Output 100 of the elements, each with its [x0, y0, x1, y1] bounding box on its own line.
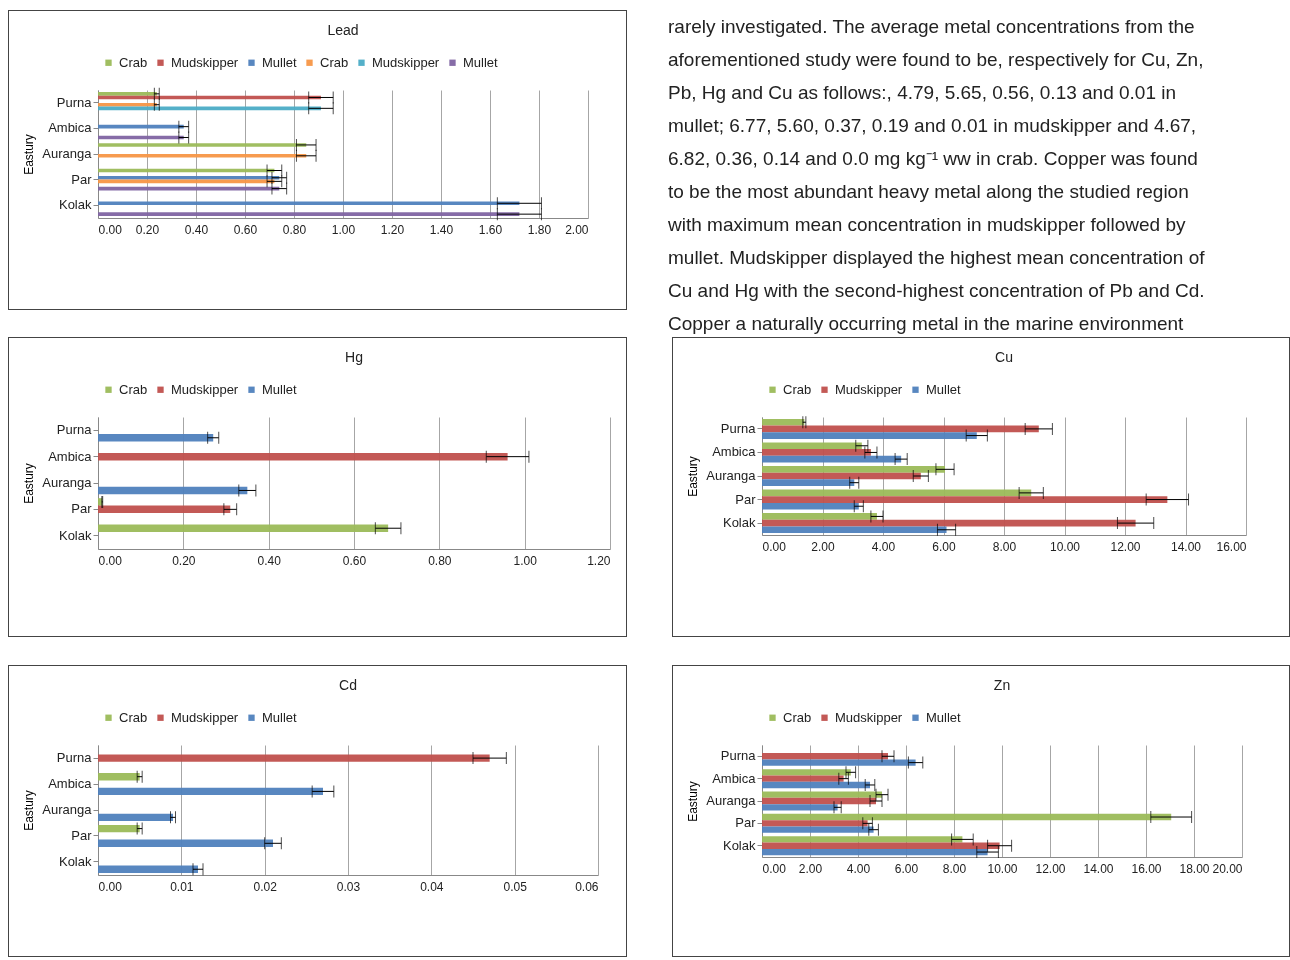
legend-label: Mullet: [262, 709, 298, 725]
y-tick-label: Purna: [56, 422, 93, 438]
x-tick-label: 16.00: [1216, 539, 1247, 554]
x-tick-label: 1.00: [331, 222, 356, 237]
x-tick-label: 0.03: [336, 879, 361, 894]
y-axis-title: Eastury: [22, 790, 37, 831]
x-tick-label: 20.00: [1212, 861, 1243, 876]
chart-title: Cd: [339, 677, 357, 693]
x-tick-label: 0.00: [762, 539, 787, 554]
x-tick-label: 0.00: [98, 879, 123, 894]
y-tick-label: Purna: [56, 750, 93, 766]
x-tick-label: 1.60: [478, 222, 503, 237]
y-tick-label: Ambica: [48, 776, 93, 792]
x-tick-label: 2.00: [798, 861, 823, 876]
x-tick-label: 0.00: [98, 222, 123, 237]
y-tick-label: Auranga: [706, 468, 757, 483]
legend-label: Crab: [119, 381, 148, 397]
legend-label: Mullet: [926, 381, 962, 397]
y-tick-label: Ambica: [48, 120, 93, 136]
x-tick-label: 0.02: [253, 879, 278, 894]
y-tick-label: Kolak: [58, 527, 92, 543]
x-tick-label: 0.40: [257, 553, 282, 568]
x-tick-label: 1.40: [429, 222, 454, 237]
y-axis-title: Eastury: [686, 456, 701, 497]
x-tick-label: 0.60: [342, 553, 367, 568]
y-axis-title: Eastury: [22, 134, 37, 175]
legend-label: Mullet: [463, 54, 499, 70]
x-tick-label: 14.00: [1170, 539, 1202, 554]
text: mullet; 6.77, 5.60, 0.37, 0.19 and 0.01 in mudskipper and 4.67,: [668, 114, 1198, 138]
y-tick-label: Par: [735, 491, 757, 507]
x-tick-label: 4.00: [871, 539, 896, 554]
legend-label: Mudskipper: [171, 709, 239, 725]
x-tick-label: 0.20: [172, 553, 196, 568]
x-tick-label: 0.00: [98, 553, 123, 568]
y-tick-label: Kolak: [58, 853, 92, 869]
legend-label: Mudskipper: [171, 54, 239, 70]
x-tick-label: 12.00: [1035, 861, 1066, 876]
legend-label: Crab: [320, 54, 349, 70]
y-tick-label: Auranga: [42, 475, 93, 490]
chart-title: Zn: [993, 677, 1011, 693]
x-tick-label: 0.20: [135, 222, 160, 237]
y-tick-label: Ambica: [712, 770, 757, 786]
x-tick-label: 0.40: [184, 222, 209, 237]
y-tick-label: Purna: [56, 94, 93, 110]
x-tick-label: 16.00: [1131, 861, 1162, 876]
y-tick-label: Purna: [720, 748, 757, 764]
x-tick-label: 1.20: [587, 553, 611, 568]
x-tick-label: 8.00: [992, 539, 1017, 554]
y-axis-title: Eastury: [686, 781, 701, 822]
text: aforementioned study were found to be, respectively for Cu, Zn,: [668, 48, 1205, 72]
x-tick-label: 10.00: [1049, 539, 1081, 554]
y-tick-label: Kolak: [722, 515, 756, 531]
legend-label: Mudskipper: [835, 709, 903, 725]
x-tick-label: 0.60: [233, 222, 258, 237]
x-tick-label: 0.04: [420, 879, 444, 894]
x-tick-label: 10.00: [987, 861, 1018, 876]
y-tick-label: Kolak: [722, 837, 756, 853]
x-tick-label: 18.00: [1179, 861, 1210, 876]
legend-label: Mullet: [262, 381, 298, 397]
x-tick-label: 0.06: [575, 879, 599, 894]
y-tick-label: Par: [735, 815, 757, 831]
legend-label: Mullet: [926, 709, 962, 725]
y-tick-label: Auranga: [42, 802, 93, 817]
y-tick-label: Auranga: [42, 146, 93, 161]
y-tick-label: Par: [71, 501, 93, 517]
text: 6.82, 0.36, 0.14 and 0.0 mg kg⁻¹ ww in crab. Copper was found: [668, 147, 1199, 171]
y-tick-label: Purna: [720, 420, 757, 436]
y-tick-label: Auranga: [706, 793, 757, 808]
legend-label: Mudskipper: [835, 381, 903, 397]
text: Pb, Hg and Cu as follows:, 4.79, 5.65, 0.56, 0.13 and 0.01 in: [668, 81, 1178, 105]
x-tick-label: 0.05: [503, 879, 528, 894]
text: rarely investigated. The average metal concentrations from the: [668, 15, 1196, 39]
x-tick-label: 0.80: [282, 222, 307, 237]
legend-label: Mullet: [262, 54, 298, 70]
x-tick-label: 1.20: [380, 222, 405, 237]
legend-label: Mudskipper: [372, 54, 440, 70]
chart-title: Hg: [345, 349, 363, 365]
x-tick-label: 2.00: [565, 222, 589, 237]
text: to be the most abundant heavy metal along the studied region: [668, 180, 1190, 204]
text: mullet. Mudskipper displayed the highest mean concentration of: [668, 246, 1206, 270]
x-tick-label: 0.01: [170, 879, 194, 894]
x-tick-label: 4.00: [846, 861, 871, 876]
y-tick-label: Par: [71, 827, 93, 843]
x-tick-label: 0.80: [428, 553, 452, 568]
y-tick-label: Kolak: [58, 197, 92, 213]
chart-title: Lead: [327, 22, 359, 38]
legend-label: Crab: [119, 54, 148, 70]
text: Copper a naturally occurring metal in the marine environment: [668, 312, 1185, 336]
x-tick-label: 2.00: [811, 539, 835, 554]
y-tick-label: Par: [71, 171, 93, 187]
y-tick-label: Ambica: [48, 448, 93, 464]
legend-label: Mudskipper: [171, 381, 239, 397]
x-tick-label: 8.00: [942, 861, 967, 876]
legend-label: Crab: [783, 381, 812, 397]
x-tick-label: 6.00: [894, 861, 919, 876]
legend-label: Crab: [119, 709, 148, 725]
x-tick-label: 12.00: [1110, 539, 1141, 554]
x-tick-label: 1.00: [513, 553, 538, 568]
chart-title: Cu: [995, 349, 1013, 365]
x-tick-label: 0.00: [762, 861, 787, 876]
